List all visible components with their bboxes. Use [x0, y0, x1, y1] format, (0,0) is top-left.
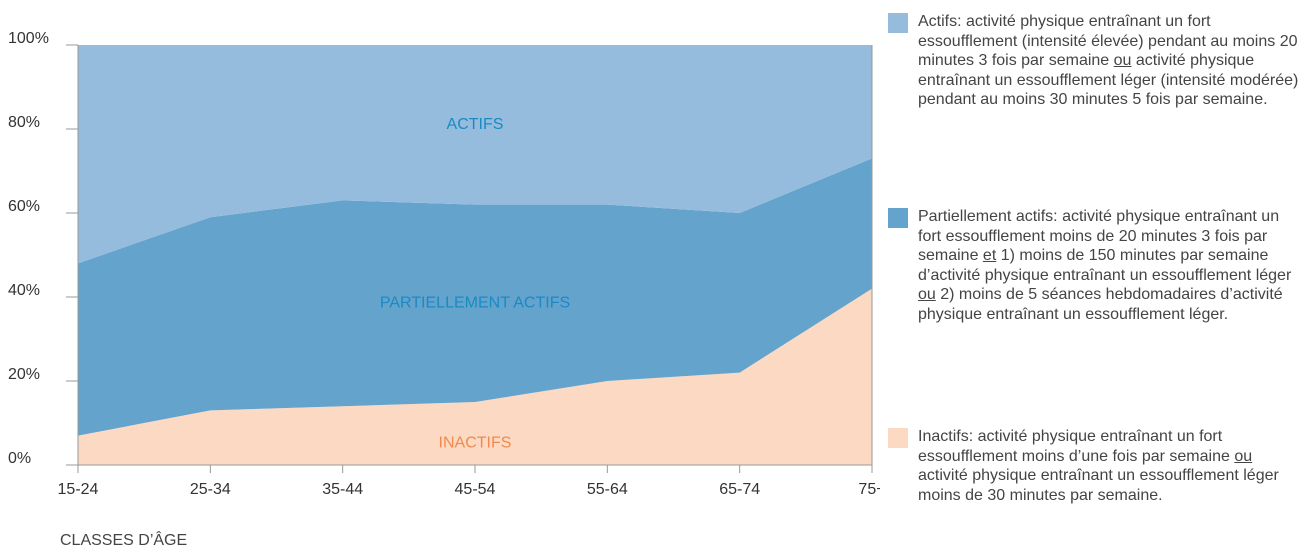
- legend-name: Partiellement actifs:: [918, 208, 1058, 225]
- legend-description: activité physique entraînant un fort ess…: [918, 428, 1235, 465]
- legend-description: activité physique entraînant un fort ess…: [918, 13, 1298, 69]
- legend-name: Actifs:: [918, 13, 962, 30]
- legend-swatch: [888, 13, 908, 33]
- y-tick-label: 40%: [8, 282, 40, 299]
- area: [78, 288, 872, 465]
- x-tick-label: 75+: [858, 481, 880, 498]
- x-tick-label: 25-34: [190, 481, 231, 498]
- legend-text: Inactifs: activité physique entraînant u…: [918, 427, 1300, 505]
- legend-description: ou: [1234, 447, 1253, 465]
- x-tick-label: 45-54: [455, 481, 496, 498]
- series-label: INACTIFS: [439, 435, 512, 452]
- area: [78, 158, 872, 436]
- x-axis-label: CLASSES D’ÂGE: [60, 530, 187, 549]
- y-tick-label: 20%: [8, 366, 40, 383]
- area: [78, 45, 872, 264]
- legend-text: Actifs: activité physique entraînant un …: [918, 12, 1300, 110]
- legend-swatch: [888, 208, 908, 228]
- legend-description: 1) moins de 150 minutes par semaine d’ac…: [918, 247, 1292, 284]
- x-tick-label: 15-24: [58, 481, 99, 498]
- x-tick-label: 35-44: [322, 481, 363, 498]
- legend-entry: Inactifs: activité physique entraînant u…: [888, 427, 1300, 505]
- chart: CLASSES D’ÂGE INACTIFS PARTIELLEMENT ACTI…: [8, 30, 880, 549]
- series-label: ACTIFS: [447, 116, 504, 133]
- legend-entry: Partiellement actifs: activité physique …: [888, 207, 1300, 324]
- y-tick-label: 60%: [8, 198, 40, 215]
- legend-description: activité physique entraînant un essouffl…: [918, 52, 1299, 108]
- legend-swatch: [888, 428, 908, 448]
- y-tick-label: 100%: [8, 30, 49, 47]
- x-tick-label: 55-64: [587, 481, 628, 498]
- y-tick-label: 80%: [8, 114, 40, 131]
- legend-entry: Actifs: activité physique entraînant un …: [888, 12, 1300, 110]
- legend-description: ou: [918, 286, 936, 303]
- x-tick-label: 65-74: [719, 481, 760, 498]
- legend-description: ou: [1113, 52, 1132, 69]
- legend-description: activité physique entraînant un essouffl…: [918, 467, 1279, 504]
- legend-description: et: [982, 247, 997, 264]
- legend-description: activité physique entraînant un fort ess…: [918, 208, 1280, 264]
- y-tick-label: 0%: [8, 450, 31, 467]
- legend-text: Partiellement actifs: activité physique …: [918, 207, 1300, 324]
- legend-name: Inactifs:: [918, 428, 974, 445]
- legend-description: 2) moins de 5 séances hebdomadaires d’ac…: [918, 286, 1283, 323]
- series-label: PARTIELLEMENT ACTIFS: [380, 295, 570, 312]
